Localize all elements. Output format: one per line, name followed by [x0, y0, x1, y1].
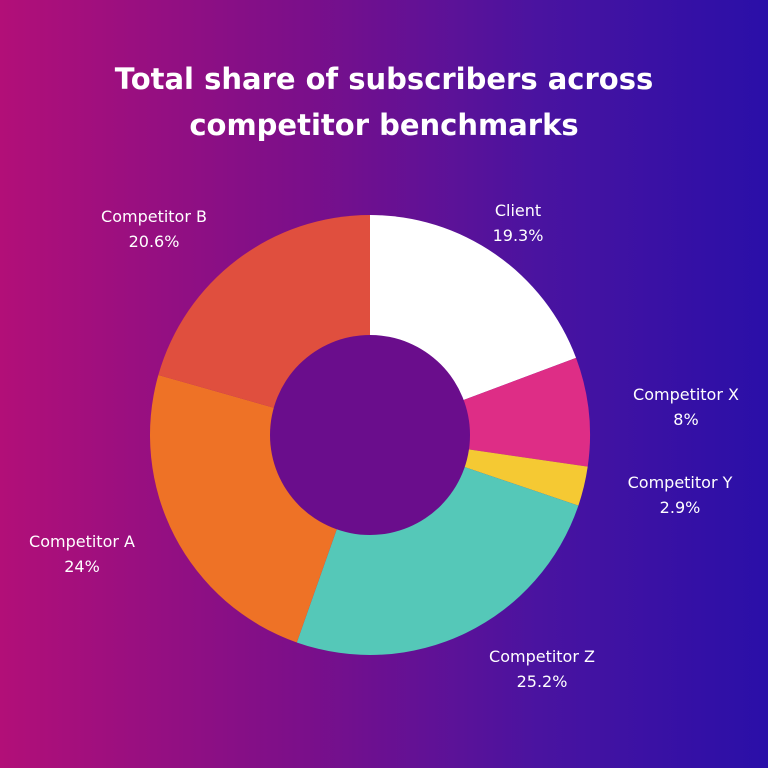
label-competitor-y-name: Competitor Y	[627, 473, 733, 492]
label-competitor-b-name: Competitor B	[101, 207, 207, 226]
label-client: Client 19.3%	[460, 198, 576, 248]
label-competitor-b: Competitor B 20.6%	[80, 204, 228, 254]
label-competitor-x-value: 8%	[673, 410, 699, 429]
donut-center-hole	[270, 335, 470, 535]
label-competitor-z-name: Competitor Z	[489, 647, 595, 666]
chart-title-line-2: competitor benchmarks	[189, 108, 579, 142]
label-competitor-x: Competitor X 8%	[612, 382, 760, 432]
label-client-value: 19.3%	[492, 226, 544, 245]
label-competitor-b-value: 20.6%	[128, 232, 180, 251]
label-competitor-a: Competitor A 24%	[8, 529, 156, 579]
chart-title: Total share of subscribers across compet…	[0, 56, 768, 148]
label-competitor-z-value: 25.2%	[516, 672, 568, 691]
label-competitor-a-value: 24%	[64, 557, 100, 576]
label-competitor-y: Competitor Y 2.9%	[606, 470, 754, 520]
chart-title-line-1: Total share of subscribers across	[114, 62, 654, 96]
label-client-name: Client	[494, 201, 542, 220]
label-competitor-y-value: 2.9%	[659, 498, 701, 517]
label-competitor-a-name: Competitor A	[29, 532, 135, 551]
label-competitor-z: Competitor Z 25.2%	[468, 644, 616, 694]
label-competitor-x-name: Competitor X	[633, 385, 739, 404]
